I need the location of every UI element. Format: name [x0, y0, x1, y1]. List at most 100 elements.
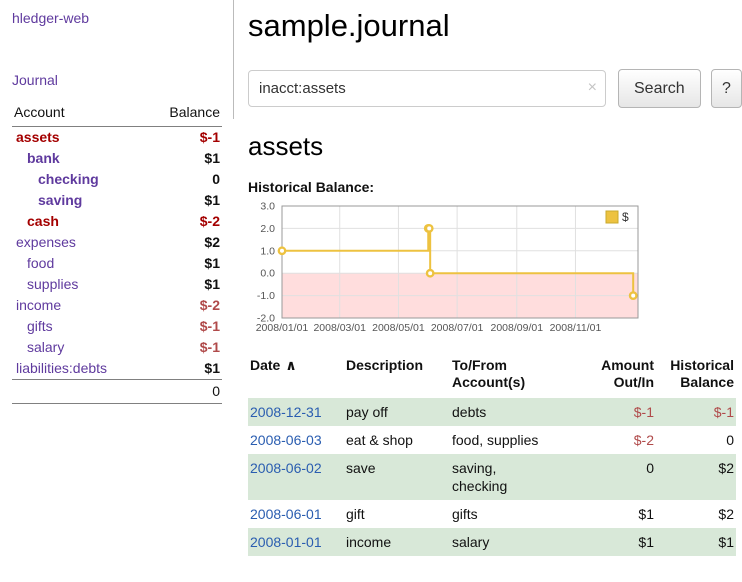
register-accounts: debts [452, 404, 487, 420]
account-row: gifts $-1 [12, 316, 222, 337]
help-button[interactable]: ? [711, 69, 742, 108]
clear-search-icon[interactable]: × [587, 79, 597, 96]
register-amount: $-2 [633, 432, 654, 448]
account-balance: $-1 [199, 318, 220, 334]
register-date-cell: 2008-06-02 [248, 454, 344, 500]
sidebar-divider [233, 0, 234, 119]
svg-text:-2.0: -2.0 [257, 313, 275, 325]
register-accounts: salary [452, 534, 490, 550]
sort-ascending-icon: ∧ [285, 357, 297, 373]
accounts-total-spacer [12, 379, 147, 404]
main-content: sample.journal × Search ? assets Histori… [248, 0, 742, 556]
register-balance: 0 [726, 432, 734, 448]
accounts-header-balance: Balance [146, 102, 222, 127]
register-amount: 0 [646, 460, 654, 476]
register-description: save [346, 460, 376, 476]
register-header-date[interactable]: Date ∧ [248, 355, 344, 398]
account-heading: assets [248, 131, 324, 161]
svg-text:2008/11/01: 2008/11/01 [550, 322, 602, 334]
search-box: × [248, 70, 606, 107]
register-header-accounts-line2: Account(s) [452, 374, 526, 390]
account-row: supplies $1 [12, 274, 222, 295]
account-row: assets $-1 [12, 127, 222, 149]
account-balance: 0 [212, 171, 220, 187]
account-balance: $2 [204, 234, 220, 250]
account-link[interactable]: cash [27, 213, 59, 229]
account-link[interactable]: bank [27, 150, 60, 166]
accounts-table: Account Balance assets $-1 bank $1 checking 0… [12, 102, 222, 404]
account-link[interactable]: food [27, 255, 55, 271]
register-header-description: Description [346, 357, 424, 373]
register-header-date-label: Date [250, 357, 281, 373]
account-row: bank $1 [12, 148, 222, 169]
account-balance: $1 [204, 360, 220, 376]
account-link[interactable]: assets [16, 129, 60, 145]
register-header-balance-line1: Historical [670, 357, 734, 373]
accounts-header-row: Account Balance [12, 102, 222, 127]
svg-text:2008/09/01: 2008/09/01 [490, 322, 543, 334]
register-balance: $2 [718, 460, 734, 476]
page-title: sample.journal [248, 8, 450, 43]
register-header-balance-line2: Balance [680, 374, 734, 390]
account-balance: $1 [204, 192, 220, 208]
account-row: cash $-2 [12, 211, 222, 232]
register-row: 2008-06-03 eat & shop food, supplies $-2 0 [248, 426, 736, 454]
register-date-cell: 2008-12-31 [248, 398, 344, 426]
account-balance: $-2 [199, 297, 220, 313]
register-date-link[interactable]: 2008-01-01 [250, 534, 322, 550]
svg-text:$: $ [622, 210, 629, 224]
register-accounts: food, supplies [452, 432, 539, 448]
account-link[interactable]: salary [27, 339, 65, 355]
accounts-total-value: 0 [146, 379, 222, 404]
register-date-link[interactable]: 2008-06-02 [250, 460, 322, 476]
register-amount: $1 [638, 534, 654, 550]
account-row: liabilities:debts $1 [12, 358, 222, 380]
register-description: gift [346, 506, 365, 522]
account-row: salary $-1 [12, 337, 222, 358]
account-balance: $-1 [199, 129, 220, 145]
register-date-link[interactable]: 2008-06-01 [250, 506, 322, 522]
account-balance: $-1 [199, 339, 220, 355]
register-amount: $-1 [633, 404, 654, 420]
register-description: eat & shop [346, 432, 413, 448]
accounts-header-account: Account [12, 102, 147, 127]
journal-link[interactable]: Journal [12, 72, 58, 88]
account-link[interactable]: checking [38, 171, 99, 187]
svg-text:1.0: 1.0 [260, 245, 275, 257]
register-table: Date ∧ Description To/From Account(s) Amou… [248, 355, 736, 556]
account-link[interactable]: supplies [27, 276, 79, 292]
register-header-amount-line1: Amount [601, 357, 654, 373]
register-accounts: saving, checking [452, 460, 508, 494]
app-title-link[interactable]: hledger-web [12, 10, 90, 26]
account-row: expenses $2 [12, 232, 222, 253]
register-header-accounts: To/From Account(s) [450, 355, 580, 398]
register-amount: $1 [638, 506, 654, 522]
account-row: checking 0 [12, 169, 222, 190]
account-row: food $1 [12, 253, 222, 274]
account-row: saving $1 [12, 190, 222, 211]
search-button[interactable]: Search [618, 69, 701, 108]
register-row: 2008-06-02 save saving, checking 0 $2 [248, 454, 736, 500]
svg-text:2008/07/01: 2008/07/01 [431, 322, 484, 334]
register-balance: $2 [718, 506, 734, 522]
svg-text:0.0: 0.0 [260, 268, 275, 280]
accounts-body: assets $-1 bank $1 checking 0 saving $1 cash $-2 e… [12, 127, 222, 380]
register-date-link[interactable]: 2008-12-31 [250, 404, 322, 420]
svg-text:2008/01/01: 2008/01/01 [256, 322, 309, 334]
register-balance: $-1 [713, 404, 734, 420]
register-description: income [346, 534, 392, 550]
account-row: income $-2 [12, 295, 222, 316]
register-header-accounts-line1: To/From [452, 357, 507, 373]
account-link[interactable]: gifts [27, 318, 53, 334]
account-balance: $1 [204, 150, 220, 166]
register-row: 2008-12-31 pay off debts $-1 $-1 [248, 398, 736, 426]
register-row: 2008-01-01 income salary $1 $1 [248, 528, 736, 556]
register-date-link[interactable]: 2008-06-03 [250, 432, 322, 448]
account-link[interactable]: income [16, 297, 62, 313]
account-link[interactable]: saving [38, 192, 83, 208]
account-link[interactable]: liabilities:debts [16, 360, 108, 376]
search-input[interactable] [248, 70, 606, 107]
historical-balance-chart: 3.0 2.0 1.0 0.0 -1.0 -2.0 2008/01/01 2008/03/01… [248, 200, 742, 343]
register-header-balance: Historical Balance [656, 355, 736, 398]
account-link[interactable]: expenses [16, 234, 76, 250]
